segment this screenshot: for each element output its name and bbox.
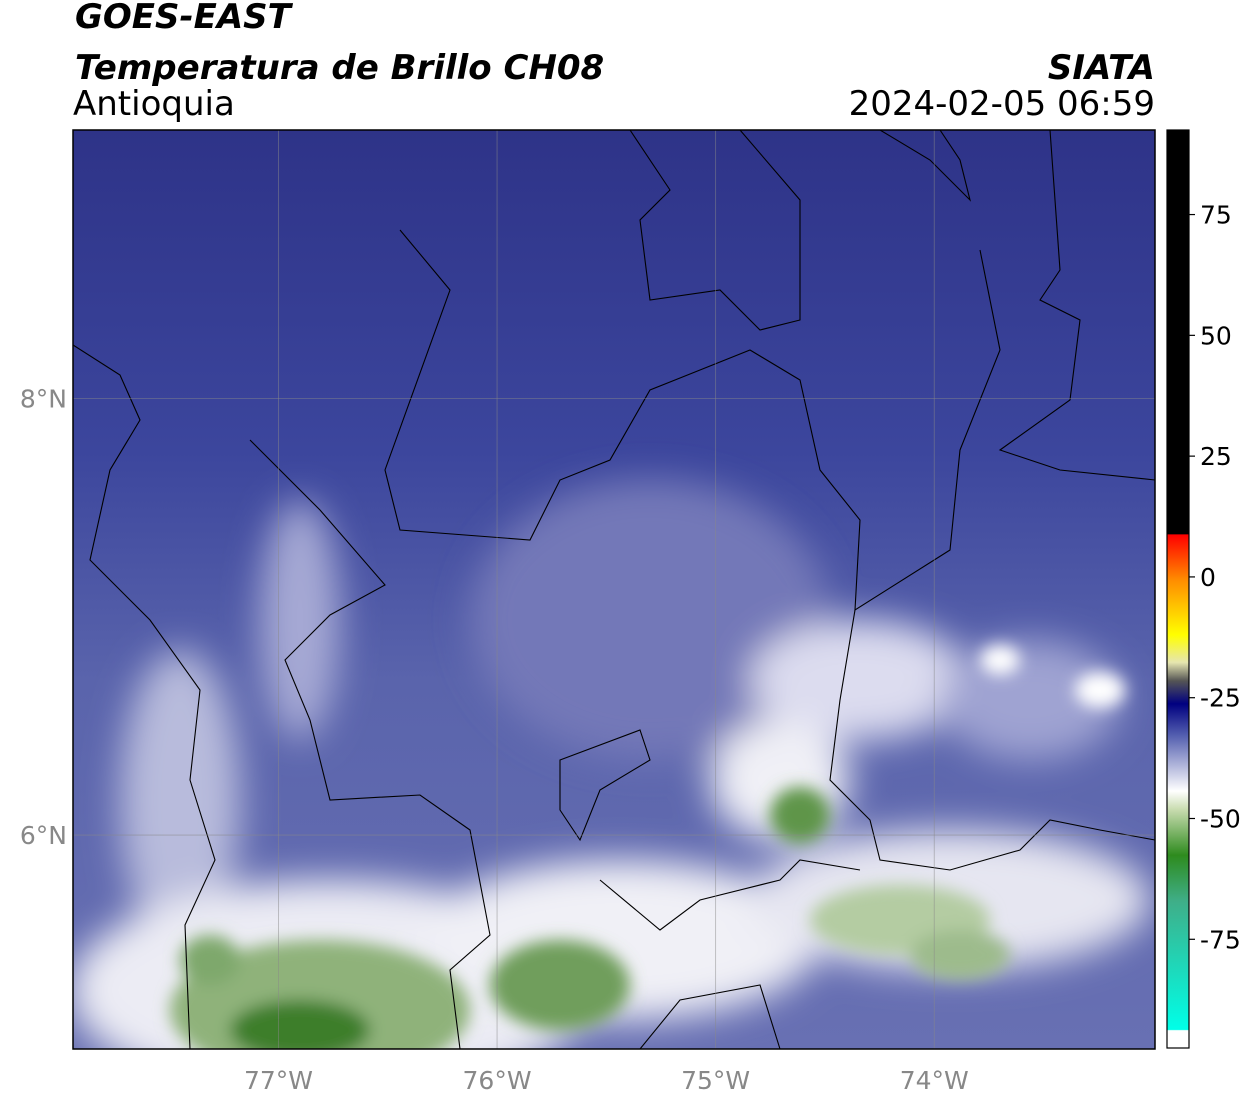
satellite-image bbox=[73, 130, 1155, 1049]
borders bbox=[73, 130, 1155, 1049]
colorbar-tick-label: 50 bbox=[1200, 321, 1232, 350]
x-tick-label: 74°W bbox=[900, 1066, 969, 1095]
x-tick-label: 75°W bbox=[681, 1066, 750, 1095]
source: SIATA bbox=[1048, 48, 1155, 88]
colorbar-tick-label: -50 bbox=[1200, 805, 1241, 834]
colorbar bbox=[1166, 129, 1190, 1049]
title: GOES-EAST bbox=[75, 0, 294, 37]
subtitle: Temperatura de Brillo CH08 bbox=[75, 48, 604, 88]
x-tick-label: 77°W bbox=[244, 1066, 313, 1095]
y-tick-label: 6°N bbox=[20, 821, 67, 850]
graticule bbox=[73, 130, 1155, 1049]
timestamp: 2024-02-05 06:59 bbox=[849, 84, 1155, 124]
colorbar-tick-label: 25 bbox=[1200, 442, 1232, 471]
region: Antioquia bbox=[73, 84, 235, 124]
x-tick-label: 76°W bbox=[463, 1066, 532, 1095]
colorbar-tick-label: 0 bbox=[1200, 563, 1216, 592]
colorbar-tick-label: 75 bbox=[1200, 201, 1232, 230]
colorbar-tick-label: -25 bbox=[1200, 684, 1241, 713]
y-tick-label: 8°N bbox=[20, 384, 67, 413]
colorbar-tick-label: -75 bbox=[1200, 925, 1241, 954]
map-frame bbox=[72, 129, 1156, 1050]
